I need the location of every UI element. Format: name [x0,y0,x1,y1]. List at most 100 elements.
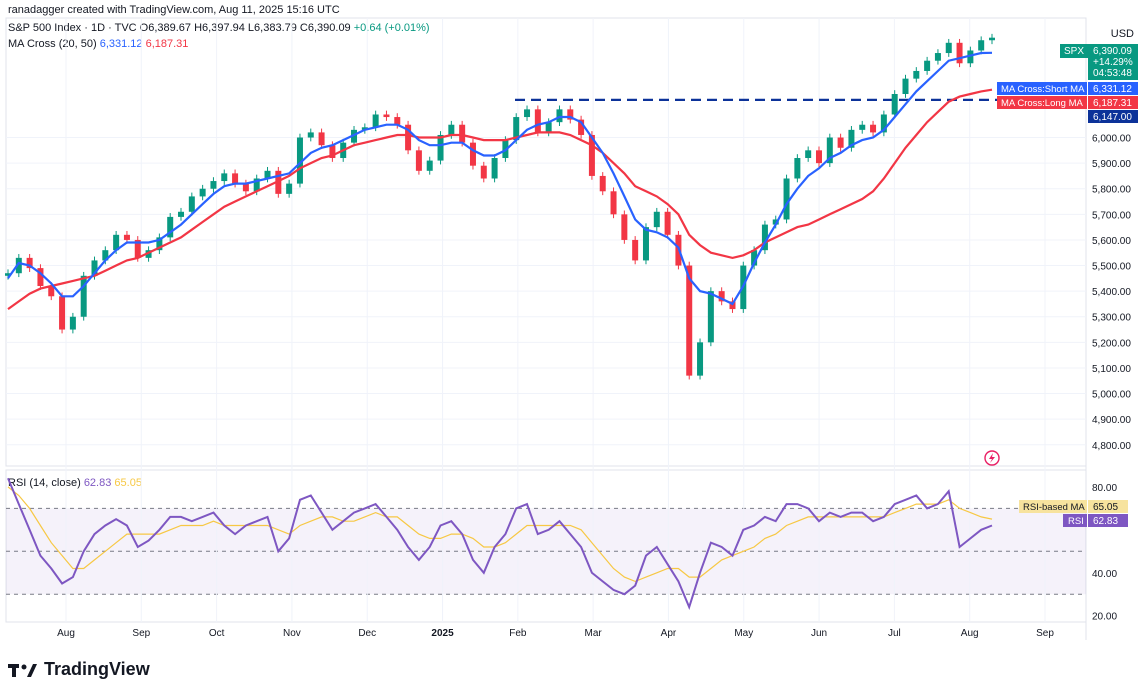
spx-tag-label: SPX [1064,46,1084,57]
price-tick-label: 5,700.00 [1092,210,1131,221]
candle-body [286,183,293,194]
symbol-line: S&P 500 Index · 1D · TVC O6,389.67 H6,39… [8,22,430,34]
candle-body [394,117,401,125]
rsi-tag-value: 62.83 [1093,516,1118,527]
currency-label: USD [1110,28,1134,40]
candle-body [26,257,33,269]
axes: 4,800.00 4,900.00 5,000.00 5,100.00 5,200.00… [57,134,1131,639]
candle-body [556,109,563,123]
candle-body [642,227,649,261]
candle-body [383,114,390,118]
candle-body [91,260,98,276]
time-tick-label: Dec [358,628,376,639]
candle-body [772,219,779,225]
candle-body [902,78,909,95]
flash-icon[interactable] [984,450,1000,466]
time-tick-label: 2025 [431,628,454,639]
ma-long-value: 6,187.31 [145,38,189,50]
candle-body [610,191,617,215]
candle-body [978,40,985,51]
ma-short-value: 6,331.12 [99,38,143,50]
candle-body [621,214,628,240]
candle-body [588,134,595,176]
time-tick-label: Sep [1036,628,1054,639]
candle-body [891,94,898,115]
candle-body [967,50,974,64]
rsi-line [7,477,993,611]
candle-body [513,117,520,141]
time-tick-label: Aug [57,628,75,639]
price-tick-label: 4,900.00 [1092,415,1131,426]
chart-canvas[interactable]: 4,800.00 4,900.00 5,000.00 5,100.00 5,200.00… [0,0,1146,650]
candle-body [426,160,433,171]
rsi-title: RSI (14, close) [8,477,81,489]
price-tick-label: 5,000.00 [1092,390,1131,401]
candle-body [545,122,552,133]
rsi-tag-label: RSI [1068,516,1084,527]
long-ma-line [7,88,993,310]
time-tick-label: Sep [132,628,150,639]
rsi-tick-label: 40.00 [1092,569,1117,580]
candle-body [761,224,768,251]
candle-body [859,124,866,130]
candle-body [956,42,963,64]
candle-body [275,170,282,194]
candle-body [989,37,995,41]
change-value: +0.64 (+0.01%) [353,22,430,34]
time-tick-label: Jul [888,628,901,639]
time-tick-label: Nov [283,628,301,639]
candle-body [783,178,790,220]
candle-body [221,173,228,182]
long-ma-value-bg [1088,96,1138,109]
candle-body [913,70,920,79]
long-ma-tag-bg [997,96,1087,109]
candle-body [329,145,336,159]
short-ma-value-bg [1088,82,1138,95]
candle-body [880,114,887,133]
time-tick-label: Aug [961,628,979,639]
candle-body [296,137,303,184]
candle-body [253,178,260,192]
candle-body [805,150,812,159]
candle-body [480,165,487,179]
candle-body [578,119,585,135]
candle-body [15,257,22,274]
price-tick-label: 5,800.00 [1092,185,1131,196]
price-tick-label: 5,300.00 [1092,313,1131,324]
candle-body [664,211,671,235]
candle-body [210,181,217,189]
long-ma-tag-label: MA Cross:Long MA [1001,98,1083,109]
rsi-ma-tag-value-bg [1088,500,1128,513]
candle-body [232,173,239,184]
time-tick-label: Oct [209,628,225,639]
author-line: ranadagger created with TradingView.com,… [8,4,340,16]
rsi-tick-label: 80.00 [1092,483,1117,494]
rsi-tag-value-bg [1088,514,1128,527]
price-tick-label: 5,100.00 [1092,364,1131,375]
candle-body [80,275,87,317]
candle-body [697,342,704,376]
short-ma-tag-label: MA Cross:Short MA [1001,84,1085,95]
tradingview-logo-icon [8,663,37,677]
candle-body [707,291,714,343]
candle-body [199,188,206,197]
candle-body [5,273,11,276]
candle-body [815,150,822,164]
candle-body [599,175,606,192]
tradingview-logo[interactable]: TradingView [8,659,150,680]
ma-title: MA Cross (20, 50) [8,38,97,50]
candle-body [167,216,174,238]
short-ma-line [7,51,993,306]
time-tick-label: May [734,628,753,639]
spx-tag-bg [1060,44,1088,58]
candle-body [567,109,574,120]
candle-body [361,127,368,130]
price-tick-label: 5,200.00 [1092,338,1131,349]
candle-body [934,53,941,61]
rsi-ma-tag-bg [1019,500,1087,513]
candle-body [145,250,152,258]
candle-body [534,109,541,133]
candle-body [307,132,314,138]
time-tick-label: Jun [811,628,827,639]
spx-price-bg [1088,44,1138,80]
